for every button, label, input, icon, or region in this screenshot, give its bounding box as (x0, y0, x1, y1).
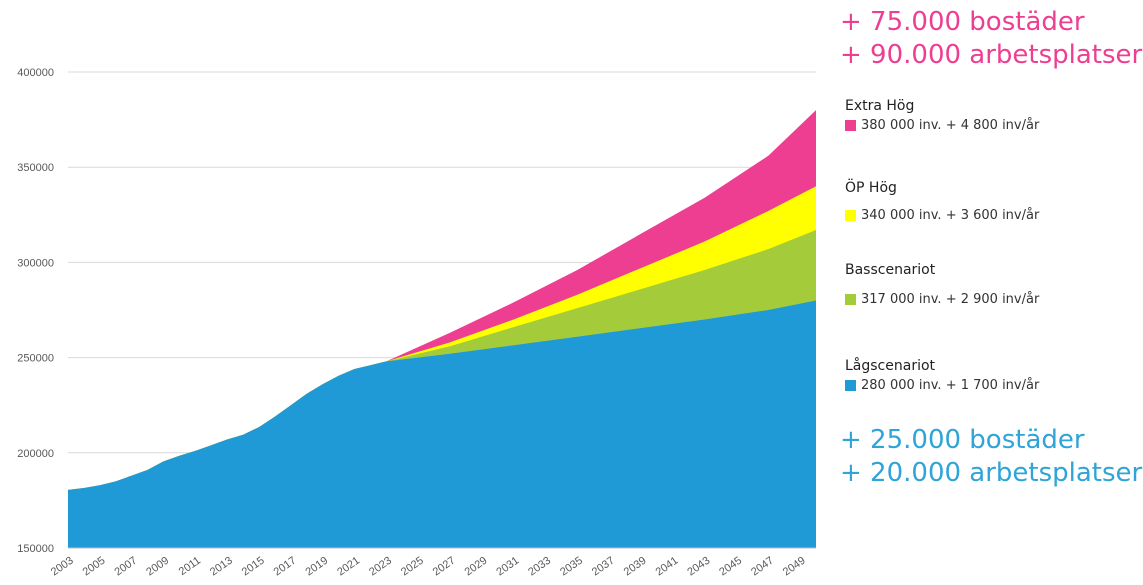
x-tick-label: 2015 (240, 555, 267, 579)
x-tick-label: 2027 (431, 555, 458, 579)
legend-item-extra-hog: Extra Hög 380 000 inv. + 4 800 inv/år (845, 98, 1039, 133)
legend-item-lagscenariot: Lågscenariot 280 000 inv. + 1 700 inv/år (845, 358, 1039, 393)
legend-detail: 380 000 inv. + 4 800 inv/år (861, 118, 1039, 133)
y-tick-label: 350000 (17, 162, 54, 174)
x-tick-label: 2047 (749, 555, 776, 579)
headline-bottom-line1: + 25.000 bostäder (840, 424, 1133, 457)
headline-bottom-line2: + 20.000 arbetsplatser (840, 457, 1133, 490)
y-tick-label: 300000 (17, 257, 54, 269)
x-tick-label: 2033 (526, 555, 553, 579)
x-tick-label: 2031 (494, 555, 521, 579)
x-tick-label: 2003 (49, 555, 76, 579)
legend-swatch (845, 210, 856, 221)
legend-detail: 317 000 inv. + 2 900 inv/år (861, 292, 1039, 307)
legend-item-basscenariot: Basscenariot 317 000 inv. + 2 900 inv/år (845, 262, 1039, 307)
legend-name: Lågscenariot (845, 358, 1039, 374)
x-tick-label: 2049 (781, 555, 808, 579)
legend-name: ÖP Hög (845, 180, 1039, 196)
x-tick-label: 2007 (112, 555, 139, 579)
y-tick-label: 400000 (17, 67, 54, 79)
legend-swatch (845, 120, 856, 131)
x-tick-label: 2041 (654, 555, 681, 579)
headline-low-scenario: + 25.000 bostäder + 20.000 arbetsplatser (840, 424, 1133, 490)
headline-top-line2: + 90.000 arbetsplatser (840, 39, 1133, 72)
x-tick-label: 2019 (303, 555, 330, 579)
y-tick-label: 200000 (17, 448, 54, 460)
legend-name: Extra Hög (845, 98, 1039, 114)
x-tick-label: 2017 (272, 555, 299, 579)
x-tick-label: 2013 (208, 555, 235, 579)
legend-detail: 340 000 inv. + 3 600 inv/år (861, 208, 1039, 223)
x-tick-label: 2035 (558, 555, 585, 579)
legend-item-op-hog: ÖP Hög 340 000 inv. + 3 600 inv/år (845, 180, 1039, 223)
x-tick-label: 2025 (399, 555, 426, 579)
legend-swatch (845, 380, 856, 391)
x-tick-label: 2043 (685, 555, 712, 579)
headline-top-line1: + 75.000 bostäder (840, 6, 1133, 39)
headline-high-scenario: + 75.000 bostäder + 90.000 arbetsplatser (840, 6, 1133, 72)
legend-detail: 280 000 inv. + 1 700 inv/år (861, 378, 1039, 393)
y-tick-label: 150000 (17, 543, 54, 555)
x-tick-label: 2039 (622, 555, 649, 579)
legend-swatch (845, 294, 856, 305)
x-tick-label: 2009 (144, 555, 171, 579)
population-area-chart: 150000 200000 250000 300000 350000 400000 2003… (0, 0, 830, 585)
x-tick-label: 2037 (590, 555, 617, 579)
legend-name: Basscenariot (845, 262, 1039, 278)
x-tick-label: 2029 (463, 555, 490, 579)
x-tick-label: 2045 (717, 555, 744, 579)
x-tick-label: 2005 (81, 555, 108, 579)
x-tick-label: 2011 (177, 555, 203, 578)
x-tick-label: 2023 (367, 555, 394, 579)
y-tick-label: 250000 (17, 353, 54, 365)
x-tick-label: 2021 (335, 555, 362, 579)
